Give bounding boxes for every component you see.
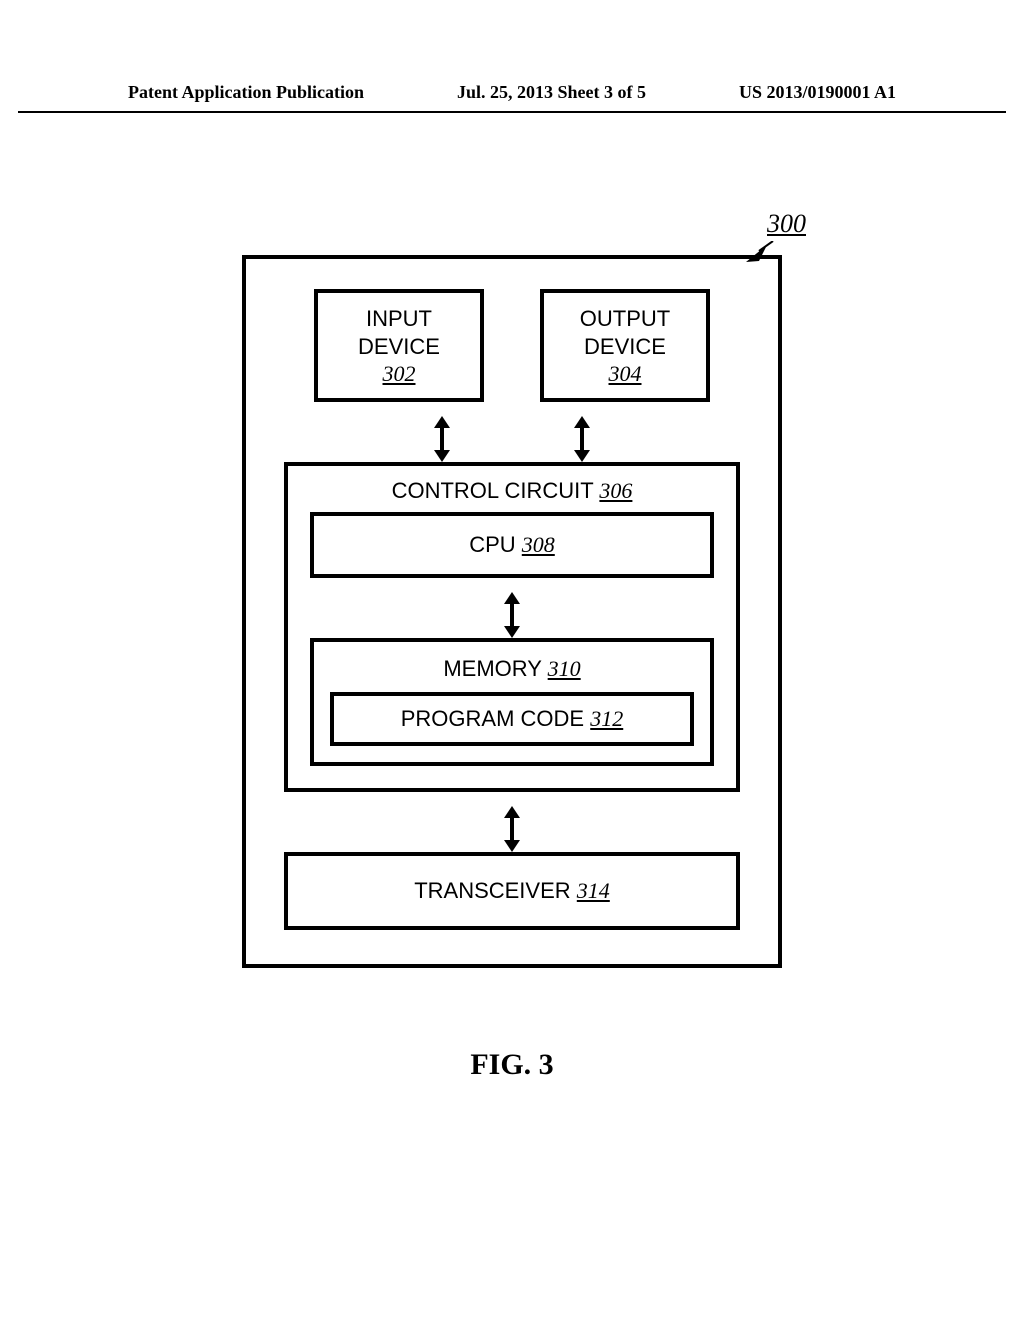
- program-code-box: PROGRAM CODE 312: [330, 692, 694, 746]
- header-right: US 2013/0190001 A1: [739, 82, 896, 103]
- control-circuit-box: CONTROL CIRCUIT 306 CPU 308 MEMORY 310: [284, 462, 740, 792]
- transceiver-box: TRANSCEIVER 314: [284, 852, 740, 930]
- transceiver-label: TRANSCEIVER: [414, 878, 570, 903]
- header-left: Patent Application Publication: [128, 82, 364, 103]
- transceiver-ref: 314: [577, 878, 610, 903]
- input-label-1: INPUT: [326, 305, 472, 333]
- io-row: INPUT DEVICE 302 OUTPUT DEVICE 304: [284, 289, 740, 402]
- reference-300: 300: [767, 209, 806, 239]
- memory-box: MEMORY 310 PROGRAM CODE 312: [310, 638, 714, 766]
- program-ref: 312: [590, 706, 623, 731]
- outer-box: INPUT DEVICE 302 OUTPUT DEVICE 304: [242, 255, 782, 968]
- figure-caption: FIG. 3: [470, 1048, 553, 1082]
- io-to-control-arrows: [284, 416, 740, 462]
- control-ref: 306: [599, 478, 632, 503]
- memory-ref: 310: [548, 656, 581, 681]
- cpu-label: CPU: [469, 532, 515, 557]
- memory-label: MEMORY: [443, 656, 541, 681]
- cpu-box: CPU 308: [310, 512, 714, 578]
- input-ref: 302: [326, 360, 472, 388]
- output-label-2: DEVICE: [552, 333, 698, 361]
- cpu-ref: 308: [522, 532, 555, 557]
- cpu-to-memory-arrow: [310, 592, 714, 638]
- header-middle: Jul. 25, 2013 Sheet 3 of 5: [457, 82, 646, 103]
- program-label: PROGRAM CODE: [401, 706, 584, 731]
- double-arrow-icon: [502, 592, 522, 638]
- output-device-box: OUTPUT DEVICE 304: [540, 289, 710, 402]
- input-device-box: INPUT DEVICE 302: [314, 289, 484, 402]
- block-diagram: 300 INPUT DEVICE 302 OUTPUT DEVICE 304: [242, 255, 782, 968]
- output-ref: 304: [552, 360, 698, 388]
- page-header: Patent Application Publication Jul. 25, …: [18, 82, 1006, 113]
- output-label-1: OUTPUT: [552, 305, 698, 333]
- control-title: CONTROL CIRCUIT 306: [310, 478, 714, 504]
- memory-title: MEMORY 310: [330, 656, 694, 682]
- control-label: CONTROL CIRCUIT: [392, 478, 594, 503]
- input-label-2: DEVICE: [326, 333, 472, 361]
- double-arrow-icon: [432, 416, 452, 462]
- double-arrow-icon: [502, 806, 522, 852]
- control-to-transceiver-arrow: [284, 806, 740, 852]
- double-arrow-icon: [572, 416, 592, 462]
